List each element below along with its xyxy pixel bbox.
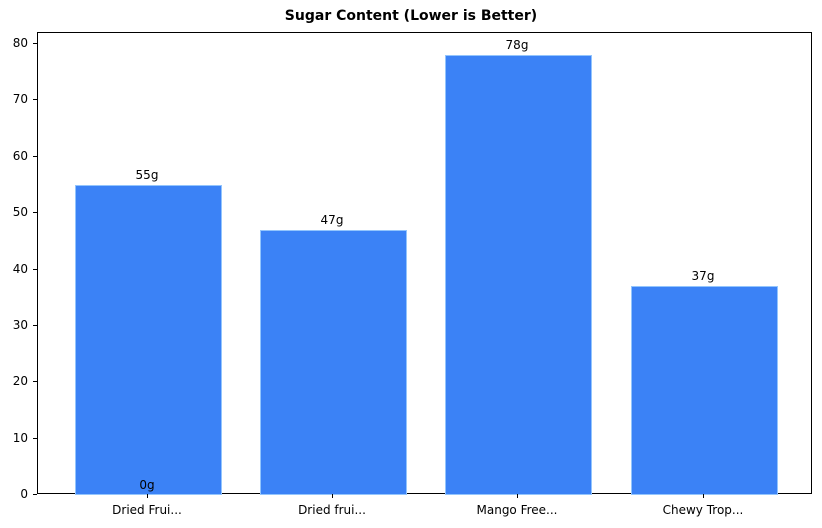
- y-tick-label: 10: [12, 430, 28, 445]
- x-tick: Chewy Trop...: [633, 494, 773, 517]
- x-tick: Dried frui...: [262, 494, 402, 517]
- y-tick-label: 40: [12, 261, 28, 276]
- y-tick-label: 80: [12, 36, 28, 50]
- chart-title: Sugar Content (Lower is Better): [284, 8, 538, 24]
- annotation-label: 0g: [139, 478, 155, 492]
- x-tick: Mango Free...: [447, 494, 587, 517]
- x-tick-label: Mango Free...: [476, 503, 558, 517]
- y-tick-label: 60: [12, 148, 28, 163]
- y-tick-label: 50: [12, 205, 28, 220]
- x-tick-label: Chewy Trop...: [662, 503, 744, 517]
- x-tick: Dried Frui...: [77, 494, 217, 517]
- x-tick-label: Dried Frui...: [112, 503, 182, 517]
- bar-value-label: 37g: [691, 269, 715, 284]
- y-tick-label: 70: [12, 92, 28, 107]
- x-tick-label: Dried frui...: [298, 503, 366, 517]
- plot-area: [37, 32, 812, 495]
- bar: [444, 55, 592, 495]
- bar: [259, 230, 407, 495]
- bar-value-label: 47g: [320, 213, 344, 228]
- bar-value-label: 78g: [505, 38, 529, 53]
- bar: [74, 184, 222, 495]
- y-tick-label: 20: [12, 374, 28, 389]
- y-tick-label: 0: [20, 487, 28, 501]
- bar-value-label: 55g: [135, 167, 159, 182]
- bar: [630, 286, 778, 495]
- y-tick-label: 30: [12, 317, 28, 332]
